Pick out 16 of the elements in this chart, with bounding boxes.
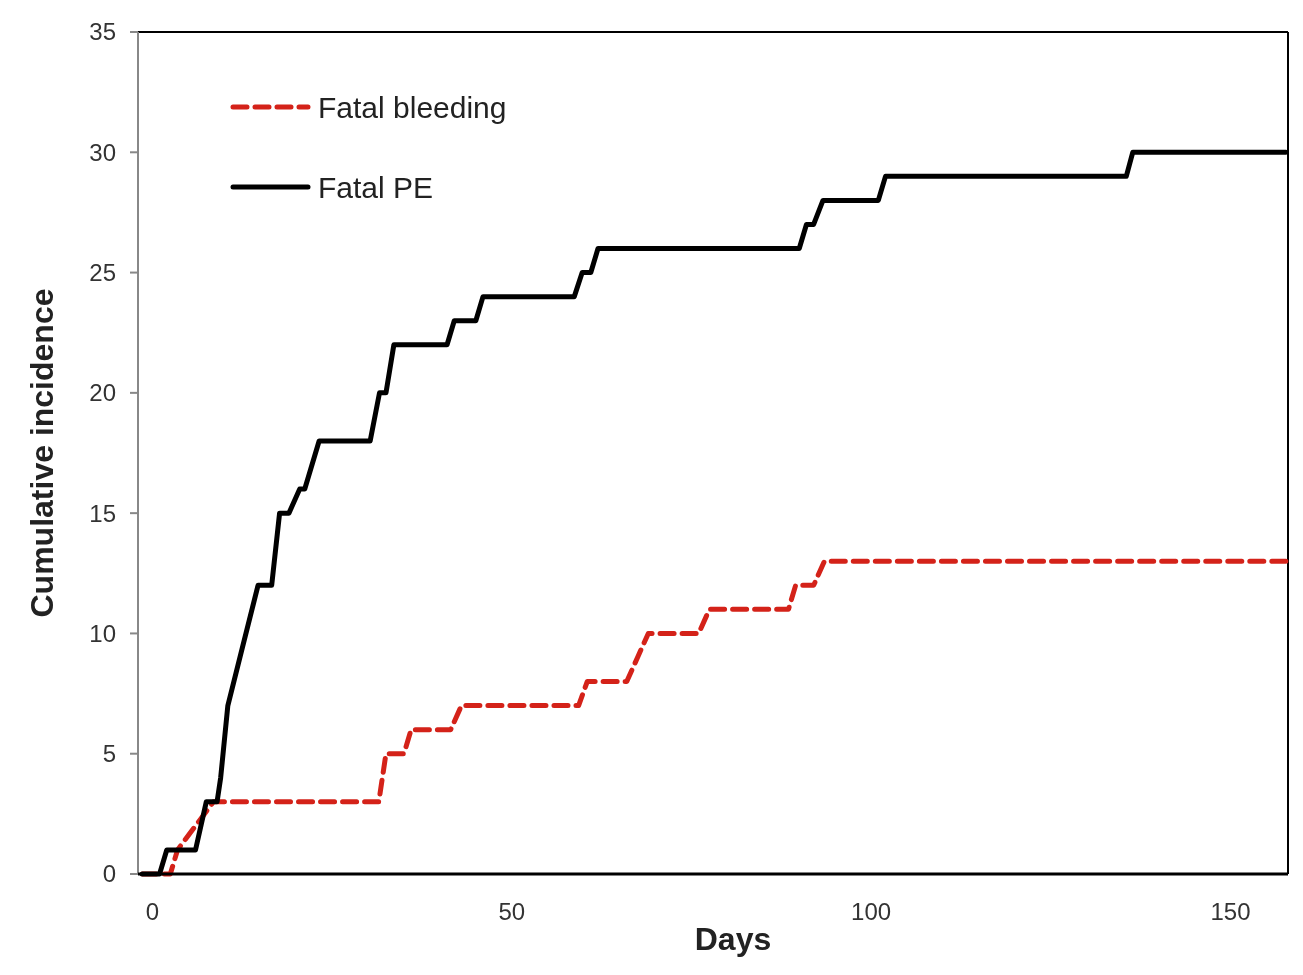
x-axis-title: Days bbox=[694, 921, 772, 957]
y-tick-label: 10 bbox=[89, 619, 116, 647]
x-tick-label: 50 bbox=[498, 898, 526, 925]
y-tick-label: 30 bbox=[89, 138, 116, 166]
y-tick-label: 5 bbox=[102, 740, 116, 768]
y-tick-label: 35 bbox=[89, 18, 116, 46]
y-axis-title: Cumulative incidence bbox=[24, 288, 60, 618]
y-tick-label: 0 bbox=[102, 860, 116, 888]
x-tick-label: 150 bbox=[1210, 898, 1251, 925]
y-tick-label: 20 bbox=[89, 379, 116, 407]
y-tick-label: 15 bbox=[89, 499, 116, 527]
legend-label: Fatal PE bbox=[318, 170, 434, 204]
y-tick-label: 25 bbox=[89, 258, 116, 286]
legend-label: Fatal bleeding bbox=[318, 90, 507, 124]
x-tick-label: 0 bbox=[145, 898, 160, 925]
x-tick-label: 100 bbox=[851, 898, 892, 925]
